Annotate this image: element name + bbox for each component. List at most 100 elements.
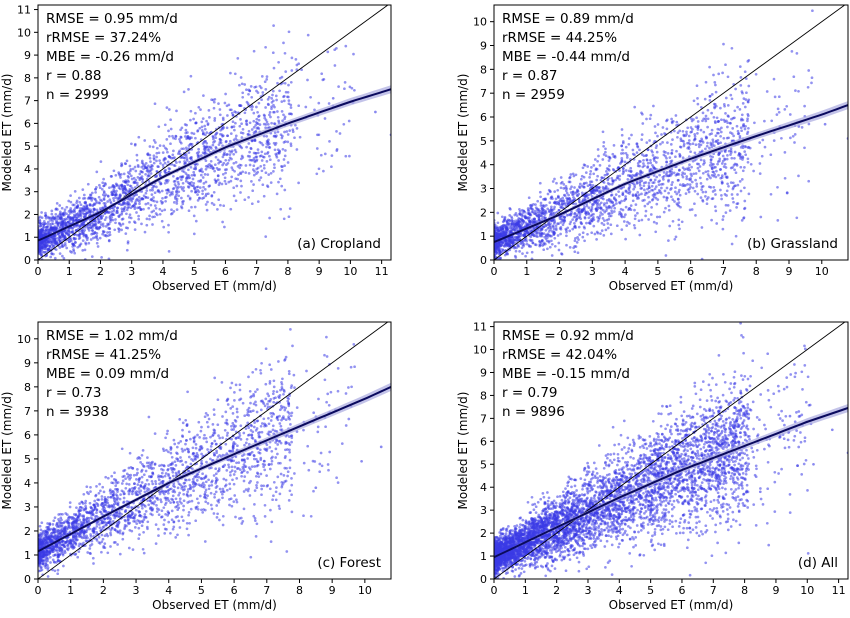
scatter-point [656,151,659,154]
scatter-point [537,215,540,218]
scatter-point [237,165,240,168]
scatter-point [721,72,724,75]
scatter-point [648,139,651,142]
scatter-point [81,207,84,210]
scatter-point [736,193,739,196]
scatter-point [280,133,283,136]
scatter-point [589,180,592,183]
scatter-point [606,179,609,182]
scatter-point [161,197,164,200]
scatter-point [592,225,595,228]
scatter-point [613,207,616,210]
scatter-point [726,189,729,192]
scatter-point [599,164,602,167]
scatter-point [563,194,566,197]
scatter-point [792,75,795,78]
scatter-point [239,145,242,148]
scatter-point [542,212,545,215]
scatter-point [49,241,52,244]
scatter-point [675,121,678,124]
scatter-point [595,167,598,170]
scatter-point [785,105,788,108]
scatter-point [550,239,553,242]
scatter-point [584,164,587,167]
scatter-point [281,119,284,122]
scatter-point [580,210,583,213]
scatter-point [208,109,211,112]
scatter-point [774,96,777,99]
scatter-point [199,108,202,111]
scatter-point [669,188,672,191]
scatter-point [644,215,647,218]
scatter-point [565,189,568,192]
scatter-point [739,180,742,183]
scatter-point [732,135,735,138]
scatter-point [663,196,666,199]
scatter-point [621,149,624,152]
scatter-point [45,226,48,229]
scatter-point [554,245,557,248]
scatter-point [702,131,705,134]
scatter-point [496,212,499,215]
scatter-point [102,185,105,188]
scatter-point [560,206,563,209]
scatter-point [541,217,544,220]
scatter-point [739,84,742,87]
stat-line: MBE = -0.26 mm/d [46,49,174,65]
scatter-point [733,109,736,112]
x-tick-label: 9 [316,265,323,278]
scatter-point [700,182,703,185]
scatter-point [191,174,194,177]
scatter-point [261,183,264,186]
scatter-point [733,164,736,167]
scatter-point [739,166,742,169]
scatter-point [165,148,168,151]
scatter-point [150,198,153,201]
scatter-point [698,170,701,173]
scatter-point [274,148,277,151]
scatter-point [273,142,276,145]
scatter-point [609,156,612,159]
scatter-point [797,175,800,178]
scatter-point [71,242,74,245]
scatter-point [81,188,84,191]
scatter-point [593,189,596,192]
scatter-point [264,152,267,155]
scatter-point [725,176,728,179]
scatter-point [542,204,545,207]
scatter-point [173,201,176,204]
scatter-point [65,223,68,226]
scatter-point [547,222,550,225]
scatter-point [98,196,101,199]
scatter-point [550,213,553,216]
scatter-point [224,102,227,105]
scatter-point [277,61,280,64]
scatter-point [175,161,178,164]
scatter-point [686,126,689,129]
scatter-point [233,110,236,113]
scatter-point [188,182,191,185]
scatter-point [198,197,201,200]
scatter-point [555,224,558,227]
scatter-point [46,232,49,235]
scatter-point [273,135,276,138]
scatter-point [636,151,639,154]
scatter-point [283,141,286,144]
scatter-point [120,184,123,187]
scatter-point [265,171,268,174]
scatter-point [539,191,542,194]
scatter-point [124,187,127,190]
scatter-point [85,204,88,207]
scatter-point [100,256,103,259]
scatter-point [235,151,238,154]
scatter-point [654,125,657,128]
scatter-point [97,245,100,248]
scatter-point [46,242,49,245]
scatter-point [59,235,62,238]
scatter-point [120,224,123,227]
scatter-point [519,213,522,216]
scatter-point [690,126,693,129]
scatter-point [114,218,117,221]
scatter-point [218,183,221,186]
